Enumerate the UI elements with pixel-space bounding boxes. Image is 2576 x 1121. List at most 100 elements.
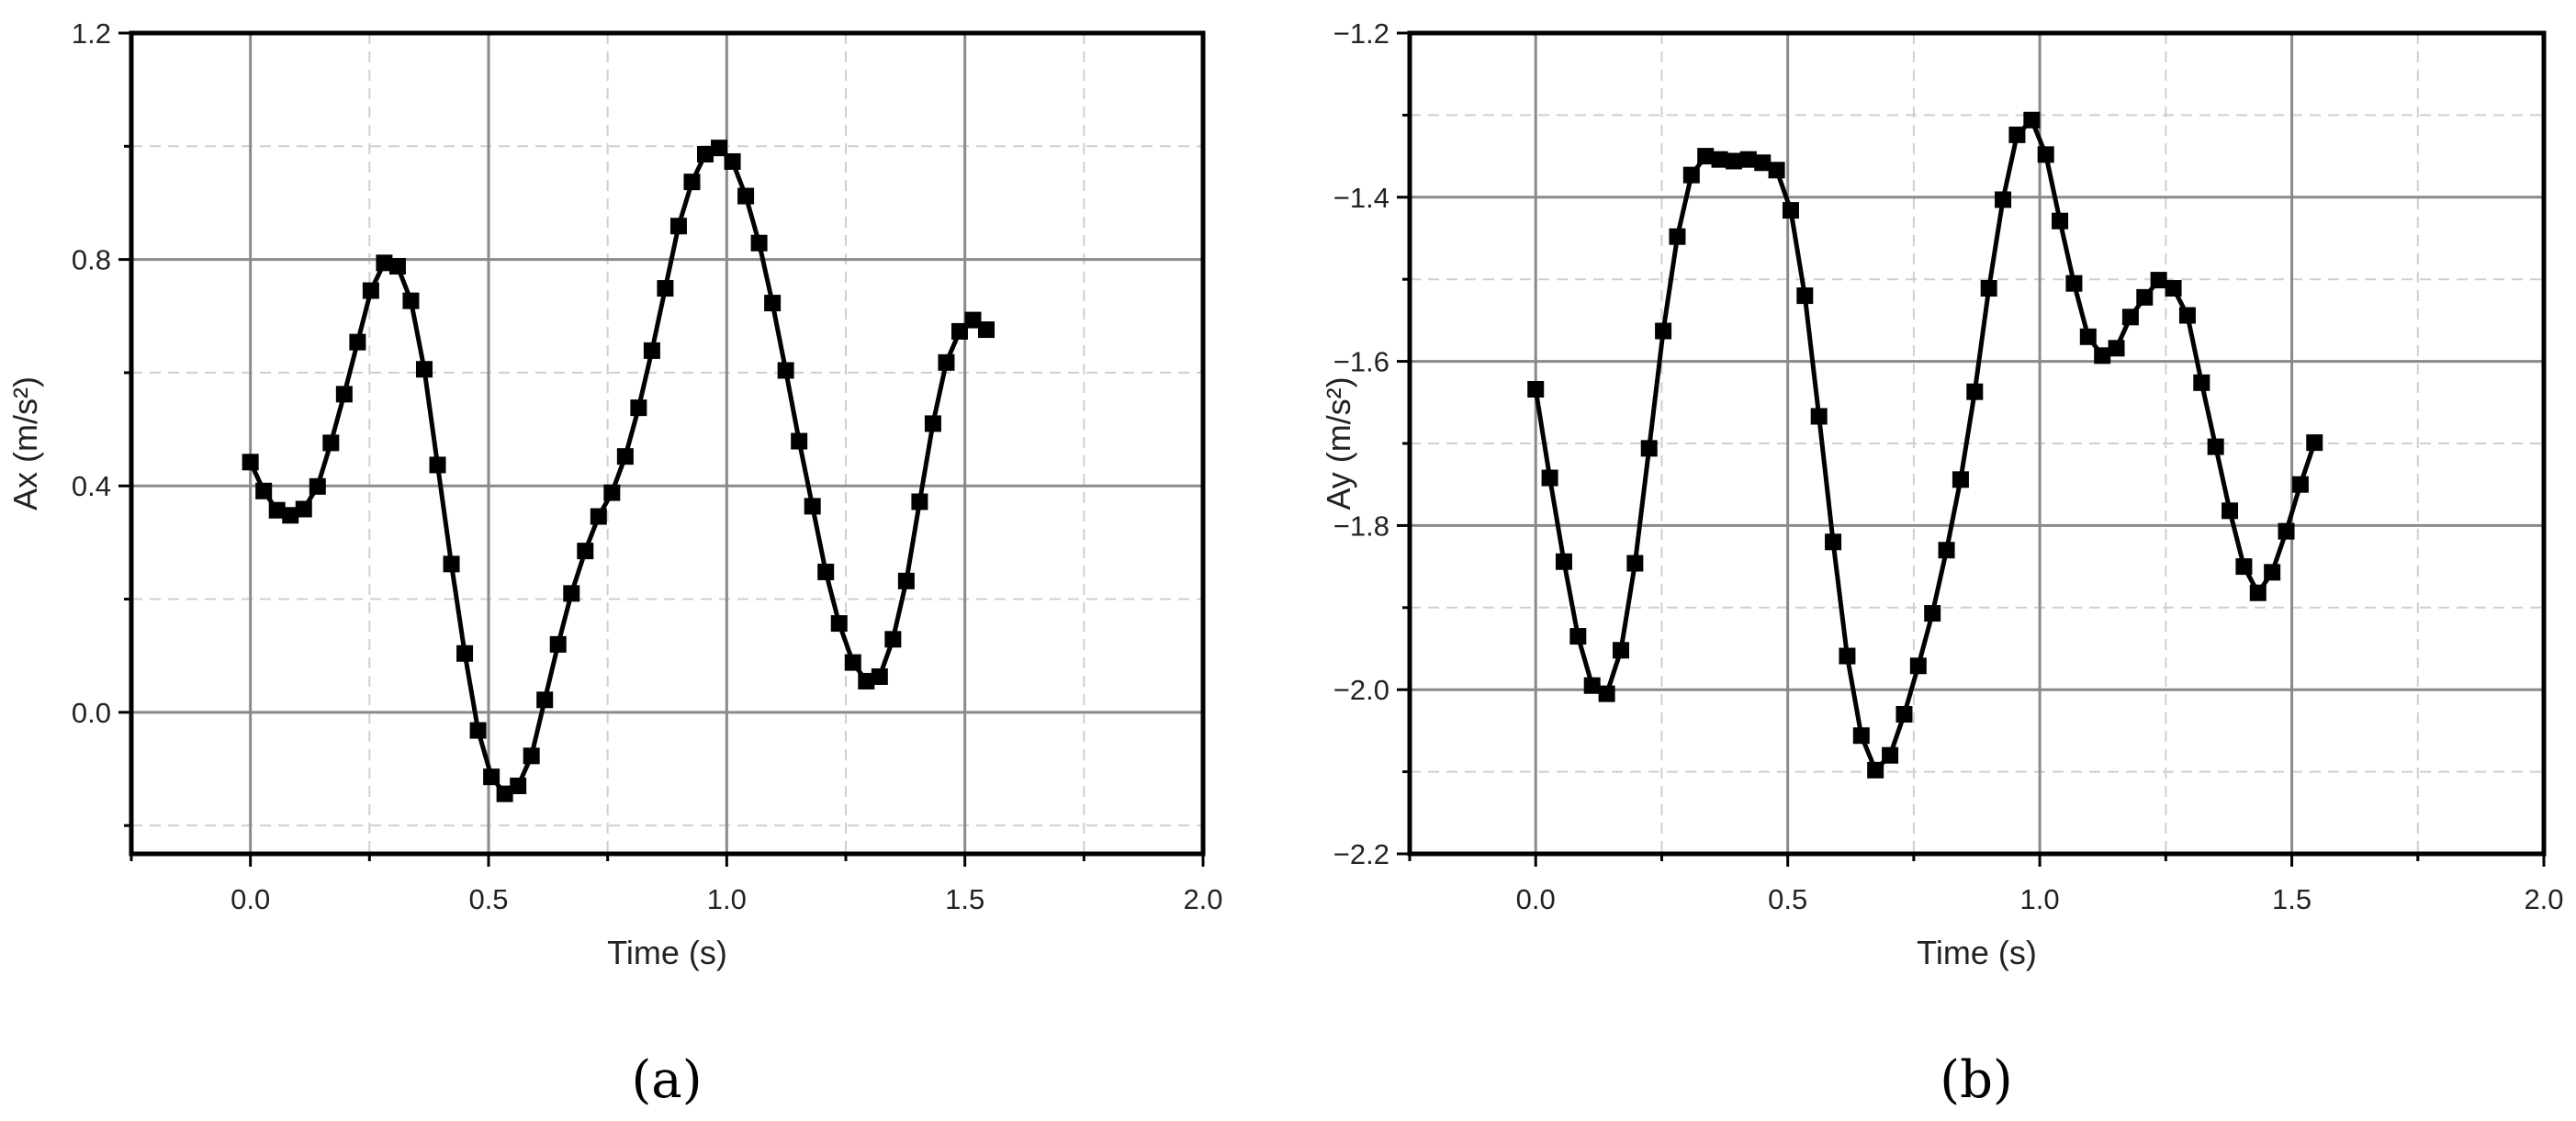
data-point <box>924 415 941 432</box>
x-axis-label: Time (s) <box>1917 934 2037 971</box>
x-tick-label: 1.5 <box>2272 883 2312 915</box>
data-point <box>1725 152 1742 170</box>
data-point <box>2278 522 2295 540</box>
data-point <box>938 353 955 371</box>
panel-label: (b) <box>1940 1050 2013 1110</box>
data-point <box>349 333 366 351</box>
y-tick-label: 1.2 <box>72 17 111 50</box>
data-point <box>429 456 446 474</box>
x-tick-label: 0.0 <box>231 883 270 915</box>
y-tick-label: −2.0 <box>1333 674 1389 706</box>
data-point <box>1938 542 1955 559</box>
data-point <box>1966 383 1984 400</box>
data-point <box>590 508 607 525</box>
data-point <box>322 434 340 452</box>
data-point <box>2094 347 2111 364</box>
data-point <box>1626 555 1644 572</box>
data-point <box>643 342 660 359</box>
data-point <box>2222 502 2239 520</box>
data-point <box>563 585 580 602</box>
data-point <box>2023 111 2041 129</box>
data-point <box>335 386 353 403</box>
data-point <box>2008 126 2026 143</box>
data-point <box>1697 148 1715 165</box>
y-tick-label: 0.4 <box>72 470 111 502</box>
data-point <box>282 507 299 524</box>
data-point <box>683 174 701 191</box>
data-point <box>523 747 540 765</box>
data-point <box>362 282 379 299</box>
data-point <box>1527 380 1545 398</box>
x-axis-label: Time (s) <box>607 934 727 971</box>
data-point <box>1640 440 1658 457</box>
data-point <box>669 218 687 235</box>
data-point <box>791 432 808 450</box>
x-tick-label: 1.0 <box>707 883 747 915</box>
data-point <box>897 572 915 589</box>
data-point <box>2121 308 2139 326</box>
plot-frame <box>129 30 1206 857</box>
data-point <box>858 672 875 689</box>
data-point <box>724 152 741 170</box>
x-tick-label: 0.5 <box>1768 883 1807 915</box>
data-point <box>1655 322 1672 340</box>
series-line <box>248 145 988 797</box>
data-point <box>750 234 768 252</box>
data-point <box>2291 476 2309 493</box>
x-tick-label: 2.0 <box>1183 883 1222 915</box>
data-point <box>415 361 433 378</box>
data-point <box>1852 727 1870 745</box>
data-point <box>1541 469 1558 487</box>
data-point <box>951 322 968 340</box>
data-point <box>1782 202 1799 219</box>
data-point <box>1796 287 1814 305</box>
data-point <box>549 635 567 653</box>
data-point <box>1739 151 1757 168</box>
data-point <box>536 691 554 709</box>
data-point <box>844 654 861 671</box>
data-point <box>1669 228 1686 245</box>
data-point <box>1895 706 1913 723</box>
data-point <box>1768 162 1785 179</box>
data-point <box>295 500 312 518</box>
data-point <box>1682 166 1700 184</box>
x-tick-label: 2.0 <box>2524 883 2563 915</box>
data-point <box>496 785 513 802</box>
data-point <box>2306 434 2323 452</box>
data-point <box>2165 280 2182 297</box>
y-tick-label: −1.8 <box>1333 510 1389 542</box>
data-point <box>2249 584 2267 601</box>
data-point <box>376 254 393 272</box>
data-point <box>309 477 326 495</box>
data-point <box>2037 146 2054 163</box>
data-point <box>696 145 714 163</box>
y-axis-label: Ay (m/s²) <box>1320 376 1357 510</box>
data-point <box>2136 288 2154 306</box>
y-tick-label: −2.2 <box>1333 838 1389 870</box>
data-point <box>817 563 835 580</box>
panel-label: (a) <box>631 1050 702 1110</box>
data-point <box>1825 533 1842 551</box>
data-point <box>268 501 286 519</box>
x-tick-label: 1.5 <box>945 883 984 915</box>
data-point <box>1754 154 1772 172</box>
x-tick-label: 1.0 <box>2020 883 2060 915</box>
data-point <box>2052 212 2069 230</box>
x-tick-label: 0.0 <box>1516 883 1556 915</box>
data-point <box>603 484 621 501</box>
chart-panel-b: 0.0 0.5 1.0 1.5 2.0 −2.2 −2.0 −1.8 −1.6 −1.4 −1.2 T… <box>1320 17 2564 1110</box>
data-point <box>388 258 406 275</box>
data-point <box>1882 746 1899 764</box>
data-point <box>1555 553 1572 570</box>
data-point <box>871 668 888 686</box>
data-point <box>964 311 982 329</box>
data-point <box>1711 151 1728 168</box>
data-point <box>911 493 928 510</box>
chart-panel-a: 0.0 0.5 1.0 1.5 2.0 0.0 0.4 0.8 1.2 Time (s) Ax (m… <box>6 17 1223 1110</box>
data-point <box>978 321 996 339</box>
data-point <box>1980 280 1997 297</box>
data-point <box>737 187 755 205</box>
data-point <box>657 280 674 297</box>
y-tick-label: 0.8 <box>72 244 111 276</box>
